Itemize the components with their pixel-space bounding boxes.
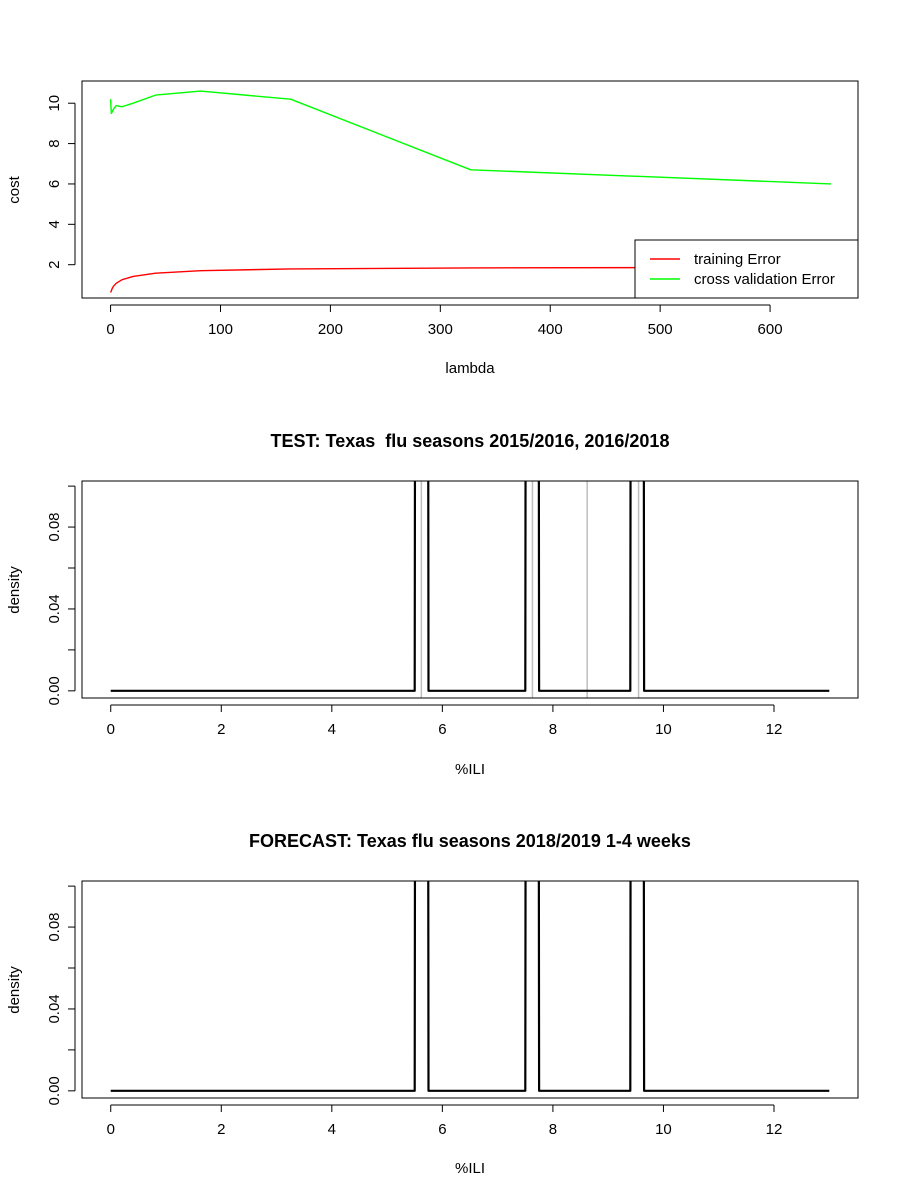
series-line-training-error	[109, 266, 831, 293]
x-axis-label: %ILI	[455, 761, 485, 778]
y-tick-label: 0.08	[46, 512, 63, 541]
y-axis-label: density	[6, 966, 23, 1014]
x-tick-label: 500	[648, 321, 673, 338]
test-density-chart: TEST: Texas flu seasons 2015/2016, 2016/…	[6, 431, 859, 778]
x-tick-label: 400	[538, 321, 563, 338]
x-tick-label: 0	[106, 321, 114, 338]
x-tick-label: 12	[766, 721, 783, 738]
y-axis: 0.00 0.04 0.08	[46, 485, 76, 705]
x-axis-label: %ILI	[455, 1160, 485, 1177]
x-tick-label: 300	[428, 321, 453, 338]
y-tick-label: 2	[46, 261, 63, 269]
y-tick-label: 0.00	[46, 1076, 63, 1105]
x-tick-label: 6	[438, 721, 446, 738]
x-tick-label: 12	[766, 1121, 783, 1138]
y-axis: 2 4 6 8 10	[46, 95, 76, 269]
x-tick-label: 10	[655, 721, 672, 738]
y-axis-label: density	[6, 566, 23, 614]
y-tick-label: 8	[46, 139, 63, 147]
x-axis-label: lambda	[445, 360, 495, 377]
x-tick-label: 6	[438, 1121, 446, 1138]
x-tick-label: 8	[549, 721, 557, 738]
x-tick-label: 600	[758, 321, 783, 338]
y-tick-label: 0.00	[46, 676, 63, 705]
plot-frame	[81, 480, 859, 699]
cost-lambda-chart: 0 100 200 300 400 500 600 2 4 6 8 10 lambda cost t…	[6, 80, 859, 377]
x-tick-label: 0	[107, 1121, 115, 1138]
y-tick-label: 0.04	[46, 994, 63, 1023]
x-tick-label: 2	[217, 721, 225, 738]
chart-title: TEST: Texas flu seasons 2015/2016, 2016/…	[271, 431, 670, 451]
legend-label-cross-validation-error: cross validation Error	[694, 271, 835, 288]
plot-frame	[81, 80, 859, 299]
x-axis: 0 2 4 6 8 10 12	[107, 1104, 783, 1138]
legend: training Error cross validation Error	[634, 239, 859, 299]
legend-label-training-error: training Error	[694, 251, 781, 268]
y-tick-label: 10	[46, 95, 63, 112]
y-tick-label: 6	[46, 180, 63, 188]
x-tick-label: 2	[217, 1121, 225, 1138]
x-axis: 0 100 200 300 400 500 600	[106, 304, 783, 338]
legend-box	[634, 239, 859, 299]
y-tick-label: 0.08	[46, 912, 63, 941]
chart-title: FORECAST: Texas flu seasons 2018/2019 1-…	[249, 831, 691, 851]
y-tick-label: 4	[46, 220, 63, 228]
x-tick-label: 0	[107, 721, 115, 738]
x-tick-label: 4	[328, 1121, 336, 1138]
x-tick-label: 8	[549, 1121, 557, 1138]
series-line-density	[110, 481, 830, 692]
y-axis: 0.00 0.04 0.08	[46, 885, 76, 1105]
x-tick-label: 10	[655, 1121, 672, 1138]
series-line-cross-validation-error	[109, 90, 831, 185]
series-line-density	[110, 881, 830, 1092]
y-axis-label: cost	[6, 175, 23, 203]
x-tick-label: 100	[208, 321, 233, 338]
x-tick-label: 200	[318, 321, 343, 338]
forecast-density-chart: FORECAST: Texas flu seasons 2018/2019 1-…	[6, 831, 859, 1177]
plot-frame	[81, 880, 859, 1099]
y-tick-label: 0.04	[46, 594, 63, 623]
x-axis: 0 2 4 6 8 10 12	[107, 704, 783, 738]
x-tick-label: 4	[328, 721, 336, 738]
